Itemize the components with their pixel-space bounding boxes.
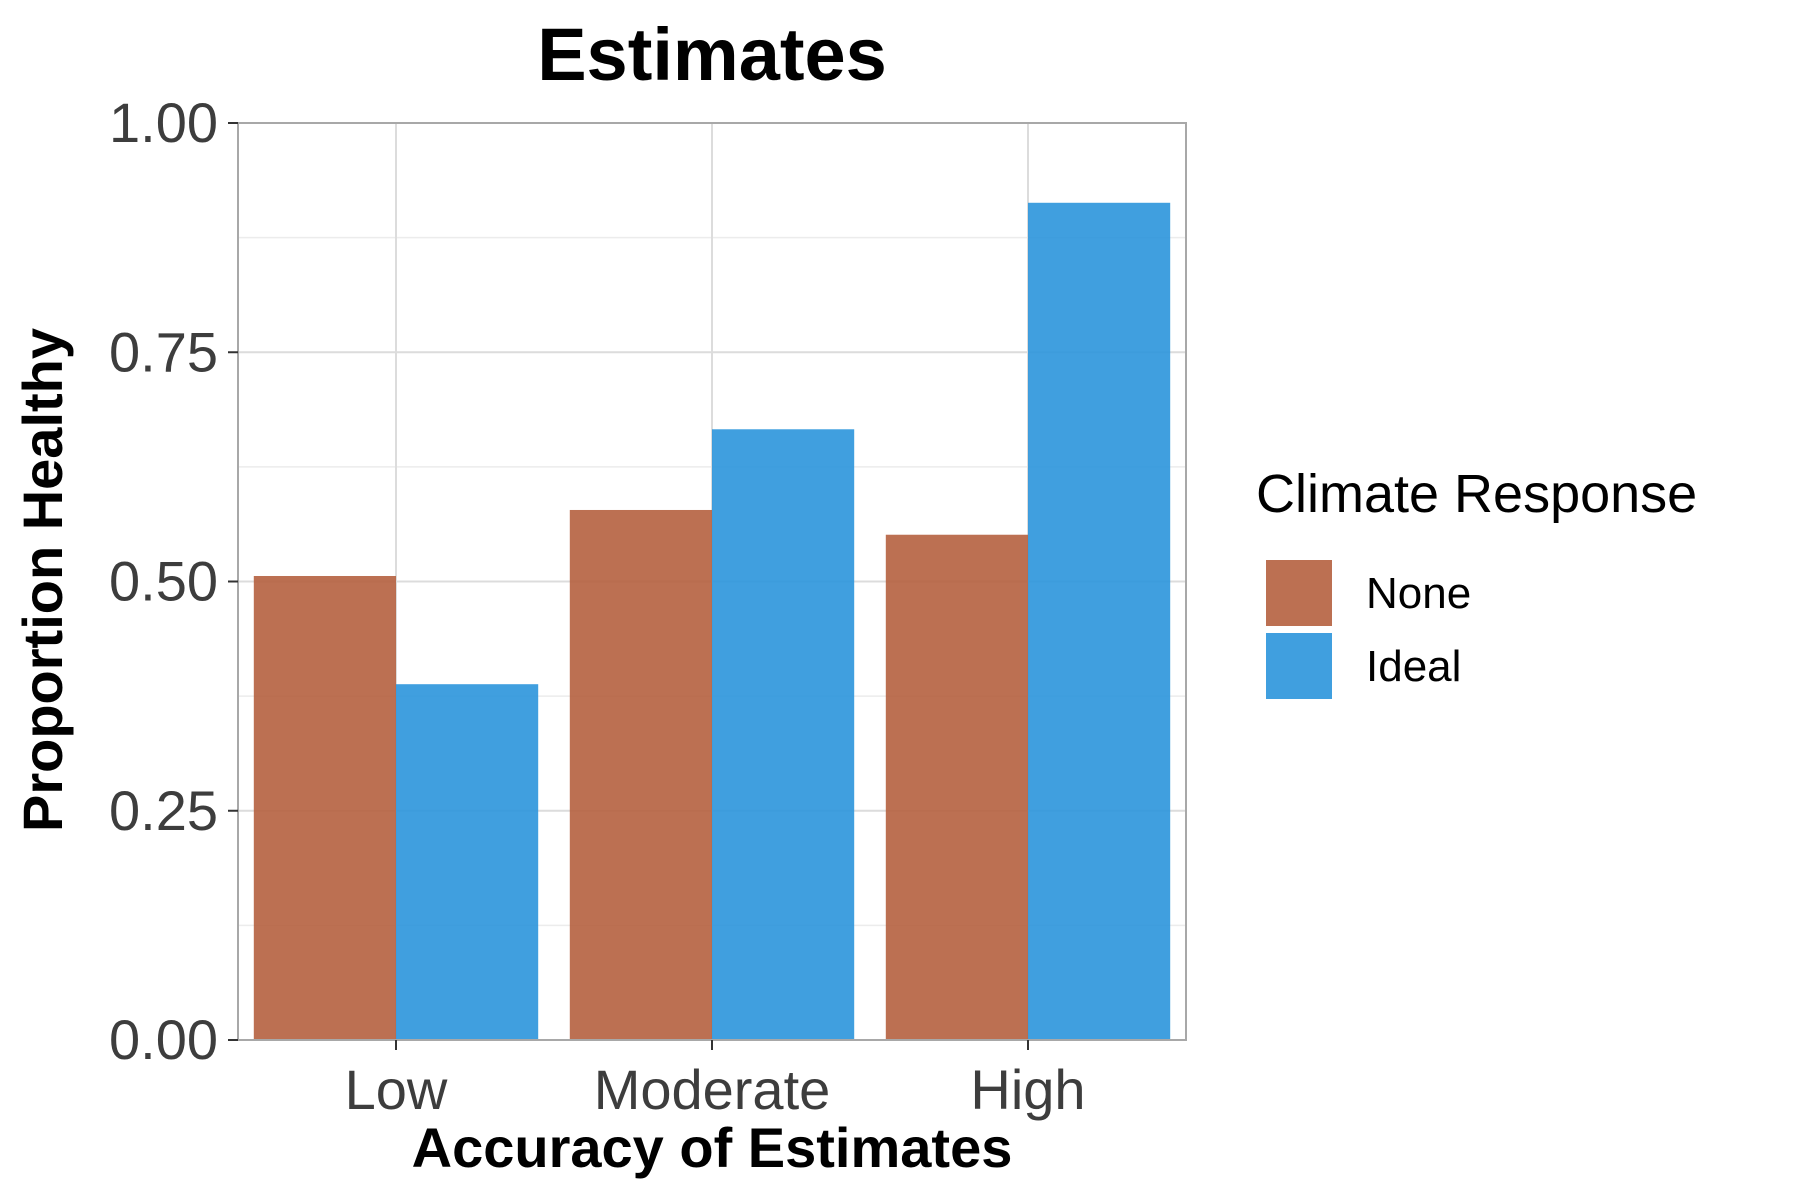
bar-layer (253, 202, 1171, 1041)
legend-title: Climate Response (1256, 464, 1697, 524)
bar-ideal-low (396, 684, 539, 1040)
x-tick-label: Moderate (594, 1058, 831, 1121)
bar-ideal-moderate (712, 429, 855, 1040)
bar-none-low (253, 575, 396, 1040)
legend-swatch-none (1266, 560, 1332, 626)
legend-swatch-ideal (1266, 633, 1332, 699)
y-tick-label: 0.00 (109, 1008, 218, 1071)
legend-items: None Ideal (1266, 560, 1471, 699)
x-axis-title: Accuracy of Estimates (412, 1116, 1013, 1179)
x-tick-label: High (970, 1058, 1085, 1121)
x-tick-label: Low (345, 1058, 448, 1121)
x-axis: Low Moderate High (345, 1040, 1086, 1121)
y-tick-label: 0.25 (109, 779, 218, 842)
y-axis-title: Proportion Healthy (11, 328, 74, 832)
bar-none-high (885, 534, 1028, 1040)
y-tick-label: 1.00 (109, 91, 218, 154)
y-axis: 0.00 0.25 0.50 0.75 1.00 (109, 91, 238, 1071)
legend-label-ideal: Ideal (1366, 642, 1461, 691)
legend-label-none: None (1366, 569, 1471, 618)
bar-ideal-high (1028, 202, 1171, 1041)
chart-title: Estimates (537, 13, 887, 96)
y-tick-label: 0.50 (109, 550, 218, 613)
y-tick-label: 0.75 (109, 320, 218, 383)
bar-none-moderate (569, 509, 712, 1040)
legend: Climate Response None Ideal (1256, 464, 1697, 699)
